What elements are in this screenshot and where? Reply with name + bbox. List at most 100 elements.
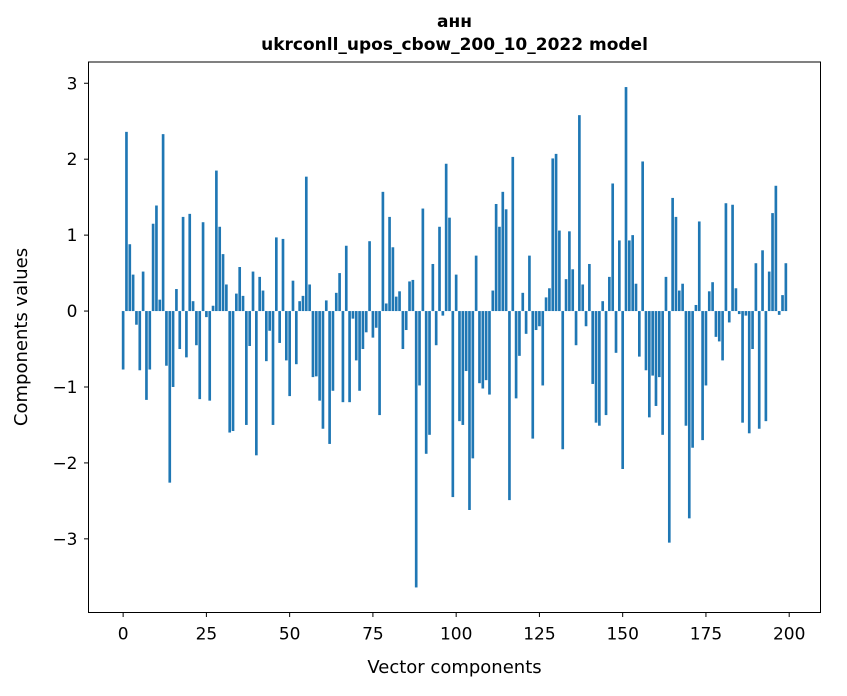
bar-component-43 [265,311,268,362]
bar-component-81 [391,247,395,312]
bar-component-11 [158,299,162,312]
bar-component-179 [717,311,721,342]
bar-component-165 [671,197,674,312]
bar-component-72 [361,311,365,350]
bar-component-115 [504,209,508,312]
bar-component-139 [584,311,588,327]
bar-component-6 [141,271,145,312]
bar-component-82 [394,296,398,312]
bar-component-38 [248,311,252,346]
bar-component-112 [494,203,498,312]
bar-component-91 [424,311,428,454]
bar-component-113 [498,226,501,312]
bar-component-71 [358,311,361,391]
bar-component-103 [464,311,468,372]
bar-component-56 [308,284,311,312]
bar-component-104 [468,311,471,510]
bar-component-160 [654,311,658,406]
bar-component-89 [418,311,421,386]
bar-component-168 [681,283,684,312]
x-tick-label: 25 [196,625,218,645]
bar-component-55 [304,176,308,312]
y-tick-label: 3 [67,74,78,94]
bar-component-93 [431,263,435,312]
bar-component-60 [321,311,325,429]
bar-component-154 [634,283,638,312]
bar-component-97 [444,163,448,312]
bars-group [121,87,788,588]
bar-component-137 [578,115,581,312]
bar-component-147 [611,183,615,312]
bar-component-140 [588,263,591,312]
x-tick-label: 75 [362,625,384,645]
bar-component-109 [484,311,488,381]
bar-component-75 [371,311,375,338]
bar-component-127 [544,297,548,312]
bar-component-164 [667,311,671,543]
x-tick-label: 200 [773,625,805,645]
bar-component-120 [521,292,525,312]
bar-component-163 [664,276,668,312]
bar-component-1 [125,131,128,312]
bar-component-51 [291,280,295,312]
bar-component-86 [408,281,411,312]
bar-component-134 [568,231,571,312]
y-tick-label: 0 [67,302,78,322]
bar-component-183 [731,204,734,312]
bar-component-19 [185,311,188,358]
bar-component-176 [707,291,711,312]
plot-spines [88,61,821,613]
bar-component-44 [268,311,271,331]
bar-component-74 [368,241,371,312]
bar-component-123 [531,311,535,439]
bar-component-132 [561,311,565,450]
bar-component-159 [651,311,654,376]
bar-component-31 [225,284,228,312]
x-axis-label: Vector components [367,657,541,678]
bar-component-157 [644,311,648,371]
bar-component-78 [381,191,385,312]
bar-component-9 [151,223,155,312]
bar-component-95 [438,226,441,312]
bar-component-181 [724,203,728,312]
bar-component-126 [541,311,545,386]
bar-component-182 [727,311,731,323]
bar-component-87 [411,279,415,312]
bar-component-174 [701,311,704,441]
bar-component-106 [474,255,478,312]
bar-component-196 [774,185,778,312]
bar-component-170 [687,311,691,519]
bar-component-92 [428,311,431,435]
bar-component-15 [171,311,175,387]
bar-component-80 [388,216,391,312]
bar-component-129 [551,158,555,312]
bar-component-40 [255,311,258,456]
bar-component-199 [784,263,788,312]
bar-component-2 [128,244,132,312]
bar-component-39 [251,271,255,312]
bar-component-47 [278,311,281,343]
bar-component-155 [638,311,641,357]
bar-component-37 [245,311,248,425]
bar-component-190 [754,263,758,312]
bar-component-84 [401,311,405,350]
bar-component-133 [564,279,568,312]
bar-component-144 [601,301,605,312]
x-tick-label: 175 [690,625,722,645]
bar-component-20 [188,213,192,312]
bar-component-61 [324,300,328,312]
bar-component-169 [684,311,688,426]
bar-component-98 [448,217,451,312]
bar-component-185 [737,311,741,315]
bar-component-150 [621,311,625,469]
bar-component-4 [135,311,138,325]
y-tick-label: 1 [67,226,78,246]
bar-component-85 [404,311,408,331]
bar-component-50 [288,311,291,397]
bar-component-57 [311,311,315,378]
bar-component-102 [461,311,465,425]
y-tick-label: −1 [52,378,77,398]
bar-component-12 [161,134,165,312]
bar-component-73 [364,311,368,333]
bar-component-173 [697,221,701,312]
